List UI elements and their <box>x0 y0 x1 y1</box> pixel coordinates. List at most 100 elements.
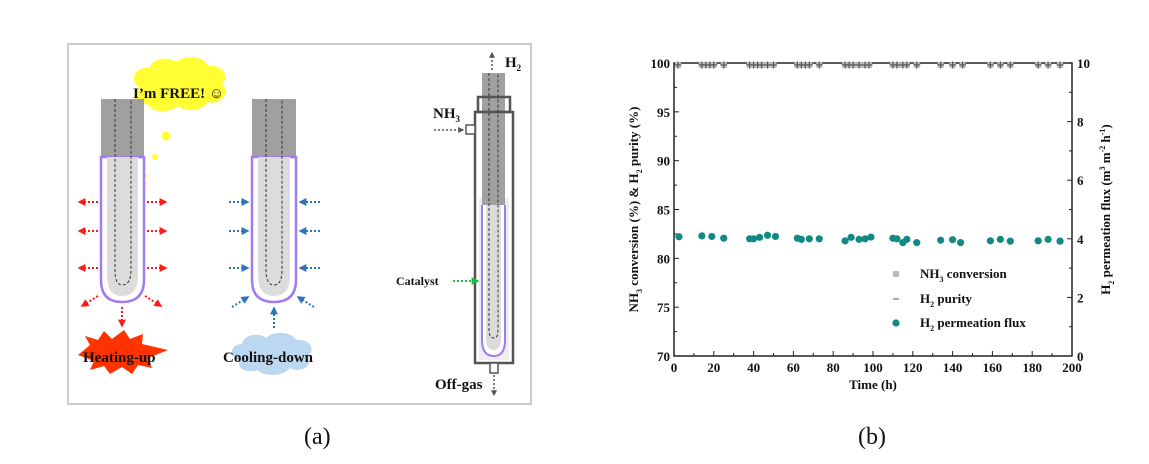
x-axis-label: Time (h) <box>849 377 897 392</box>
label-part: -1 <box>1098 129 1107 136</box>
flux-point <box>913 239 921 247</box>
label-part: -2 <box>1098 146 1107 153</box>
label-part: 3 <box>1098 167 1107 171</box>
x-tick-label: 160 <box>983 360 1003 375</box>
label-part: 2 <box>1107 281 1116 285</box>
flux-point <box>893 235 901 243</box>
label-part: 2 <box>635 169 644 173</box>
flux-point <box>1006 237 1014 245</box>
y2-axis-label: H2 permeation flux (m3 m-2 h-1) <box>1098 124 1116 295</box>
purity-point <box>949 61 957 69</box>
y-tick-label: 90 <box>657 154 670 169</box>
label-part: permeation flux (m <box>1098 170 1113 280</box>
purity-point <box>903 61 911 69</box>
purity-point <box>865 61 873 69</box>
y-tick-label: 95 <box>657 105 671 120</box>
legend-sub: 3 <box>940 275 944 284</box>
purity-point <box>855 61 863 69</box>
flux-point <box>1044 235 1052 243</box>
flux-point <box>855 235 863 243</box>
x-tick-label: 60 <box>787 360 800 375</box>
purity-point <box>893 61 901 69</box>
purity-point <box>758 61 766 69</box>
purity-point <box>849 61 857 69</box>
flux-point <box>847 233 855 241</box>
flux-point <box>1034 237 1042 245</box>
caption-a: (a) <box>304 424 331 450</box>
legend-rest: purity <box>934 291 972 306</box>
flux-point <box>675 233 683 241</box>
label-part: h <box>1098 134 1113 145</box>
flux-point <box>750 235 758 243</box>
flux-point <box>903 235 911 243</box>
purity-point <box>764 61 772 69</box>
panel-a-diagram: I’m FREE! ☺ Heating-up <box>67 43 532 405</box>
purity-point <box>805 61 813 69</box>
flux-point <box>1056 237 1064 245</box>
label-part: conversion (%) & H <box>626 173 641 289</box>
caption-b: (b) <box>858 424 886 450</box>
flux-point <box>867 233 875 241</box>
x-tick-label: 40 <box>747 360 760 375</box>
flux-point <box>698 232 706 240</box>
label-part: H <box>1098 285 1113 295</box>
flux-point <box>805 235 813 243</box>
y-tick-label: 85 <box>657 203 671 218</box>
purity-point <box>959 61 967 69</box>
purity-point <box>770 61 777 69</box>
legend-entry: H2 permeation flux <box>920 315 1026 333</box>
purity-point <box>1006 61 1014 69</box>
purity-point <box>996 61 1004 69</box>
panel-b-chart: 0 20 40 60 80 100 120 140 160 180 2007075808590951… <box>626 56 1116 392</box>
heat-arrows <box>77 198 168 328</box>
cooling-label: Cooling-down <box>223 350 314 366</box>
legend-main: NH <box>920 266 940 281</box>
flux-point <box>815 235 823 243</box>
purity-point <box>986 61 994 69</box>
purity-point <box>1056 61 1064 69</box>
flux-point <box>763 231 772 239</box>
flux-point <box>708 232 716 241</box>
y2-tick-label: 0 <box>1077 349 1084 364</box>
y-tick-label: 80 <box>657 251 670 266</box>
flux-point <box>937 236 945 244</box>
cool-arrows <box>229 198 320 328</box>
legend-rest: conversion <box>944 266 1008 281</box>
x-tick-label: 0 <box>671 360 678 375</box>
legend-marker-flux <box>892 319 900 327</box>
bubble-text: I’m FREE! ☺ <box>133 86 224 102</box>
label-part: m <box>1098 152 1113 166</box>
x-tick-label: 180 <box>1022 360 1042 375</box>
flux-point <box>755 233 764 241</box>
flux-point <box>771 232 780 241</box>
flux-point <box>956 239 965 247</box>
purity-point <box>1034 61 1042 69</box>
y2-tick-label: 2 <box>1077 290 1084 305</box>
flux-point <box>986 237 995 245</box>
label-part: NH <box>626 293 641 313</box>
flux-point <box>949 236 957 244</box>
heating-label: Heating-up <box>83 350 156 366</box>
membrane-tube-cooling <box>250 99 298 304</box>
purity-point <box>710 61 718 69</box>
thought-bubble: I’m FREE! ☺ <box>133 57 226 178</box>
x-tick-label: 140 <box>943 360 963 375</box>
legend-rest: permeation flux <box>934 315 1026 330</box>
y2-tick-label: 4 <box>1077 232 1084 247</box>
x-tick-label: 80 <box>827 360 840 375</box>
purity-point <box>674 61 682 69</box>
legend-entry: H2 purity <box>920 291 973 309</box>
offgas-label: Off-gas <box>435 377 483 393</box>
heating-burst: Heating-up <box>78 330 168 374</box>
nh3-label: NH3 <box>433 106 461 124</box>
y2-tick-label: 8 <box>1077 115 1084 130</box>
catalyst-label: Catalyst <box>396 274 439 288</box>
legend-entry: NH3 conversion <box>920 266 1007 284</box>
purity-point <box>937 61 945 69</box>
cooling-cloud: Cooling-down <box>223 332 314 375</box>
x-tick-label: 100 <box>863 360 883 375</box>
legend-main: H <box>920 315 930 330</box>
membrane-reactor: H2 NH3 Catalyst Off-gas <box>396 51 522 397</box>
y2-tick-label: 10 <box>1077 56 1090 71</box>
